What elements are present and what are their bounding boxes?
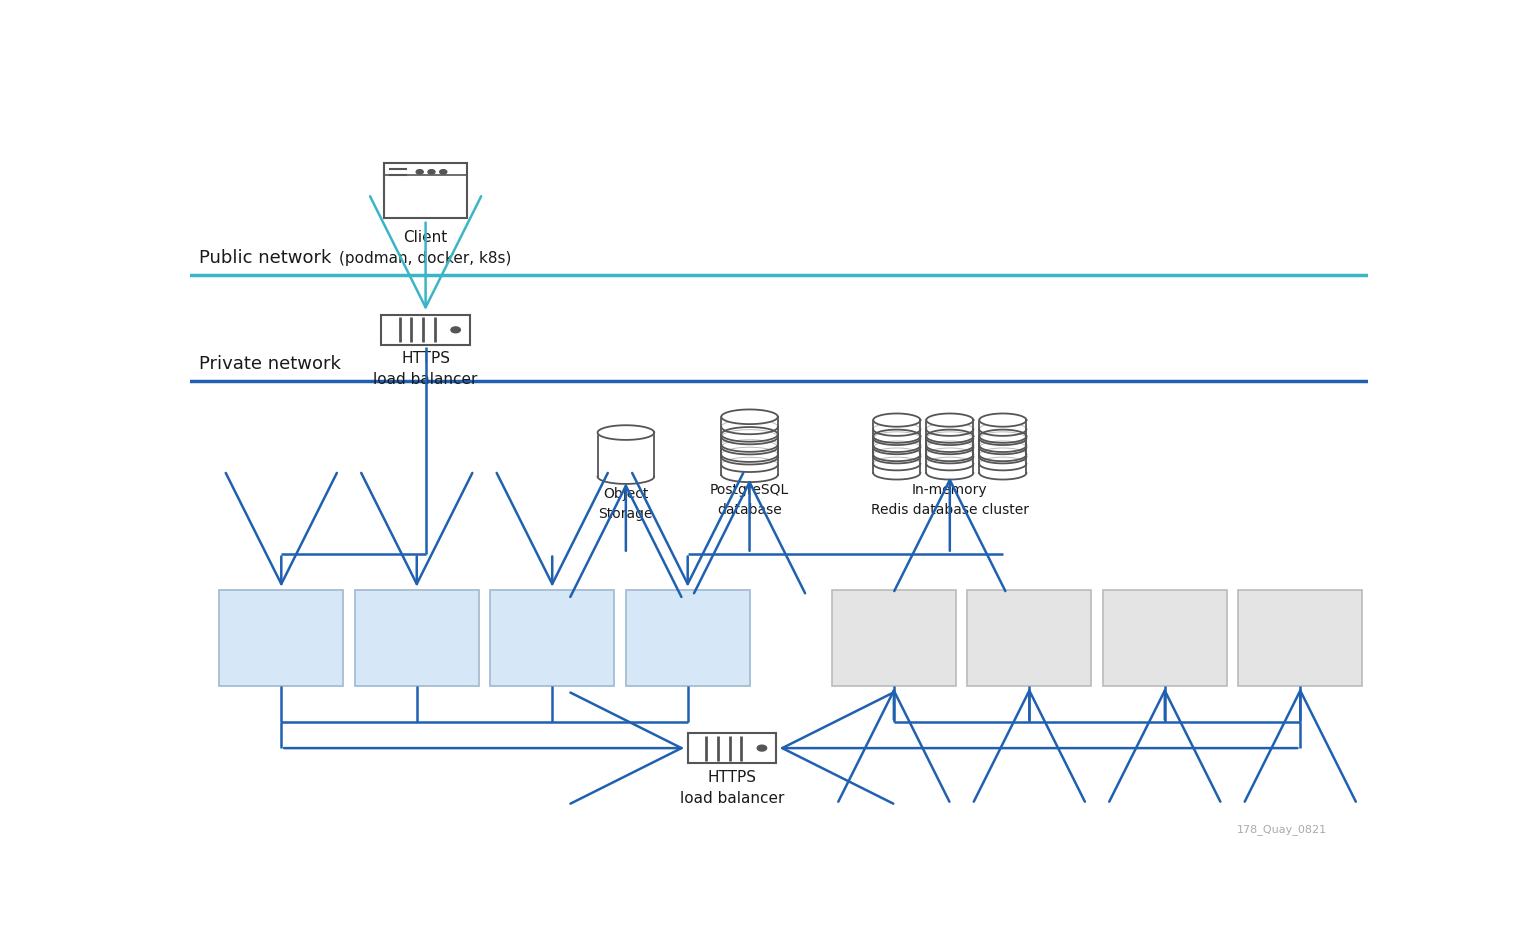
Polygon shape: [597, 477, 654, 485]
Text: Quay
instance 2: Quay instance 2: [378, 621, 454, 656]
Text: In-memory
Redis database cluster: In-memory Redis database cluster: [871, 483, 1029, 516]
Text: Private network: Private network: [199, 355, 342, 373]
Polygon shape: [722, 427, 778, 443]
Text: Quay
instance N: Quay instance N: [649, 621, 727, 656]
Text: HTTPS
load balancer: HTTPS load balancer: [374, 351, 477, 387]
Polygon shape: [597, 433, 654, 477]
FancyBboxPatch shape: [831, 590, 956, 686]
Text: Quay
instance 1: Quay instance 1: [243, 621, 319, 656]
Polygon shape: [979, 457, 1026, 464]
Text: Clair
instance 3: Clair instance 3: [1126, 621, 1202, 656]
FancyBboxPatch shape: [1239, 590, 1362, 686]
Polygon shape: [872, 437, 921, 473]
Polygon shape: [926, 430, 973, 444]
Polygon shape: [926, 421, 973, 457]
Polygon shape: [874, 414, 921, 427]
Polygon shape: [872, 473, 921, 480]
Text: Public network: Public network: [199, 248, 331, 267]
Polygon shape: [722, 435, 778, 475]
FancyBboxPatch shape: [219, 590, 344, 686]
Polygon shape: [872, 421, 921, 457]
Polygon shape: [722, 475, 778, 483]
Polygon shape: [926, 414, 973, 427]
Text: HTTPS
load balancer: HTTPS load balancer: [679, 769, 784, 804]
FancyBboxPatch shape: [491, 590, 614, 686]
Polygon shape: [979, 430, 1026, 444]
Text: 178_Quay_0821: 178_Quay_0821: [1237, 823, 1327, 834]
Polygon shape: [926, 457, 973, 464]
Polygon shape: [979, 437, 1026, 473]
Circle shape: [439, 170, 447, 175]
Circle shape: [451, 327, 461, 333]
FancyBboxPatch shape: [967, 590, 1091, 686]
FancyBboxPatch shape: [356, 590, 479, 686]
Polygon shape: [722, 410, 778, 425]
FancyBboxPatch shape: [626, 590, 749, 686]
Text: Client
(podman, docker, k8s): Client (podman, docker, k8s): [339, 229, 512, 266]
FancyBboxPatch shape: [1104, 590, 1227, 686]
Circle shape: [757, 745, 766, 751]
Circle shape: [429, 170, 435, 175]
Text: Quay
instance 3: Quay instance 3: [514, 621, 590, 656]
FancyBboxPatch shape: [385, 164, 467, 219]
Text: Clair
instance 2: Clair instance 2: [991, 621, 1067, 656]
Text: Clair
instance N: Clair instance N: [1262, 621, 1339, 656]
Text: PostgreSQL
database: PostgreSQL database: [710, 483, 789, 516]
Text: Object
Storage: Object Storage: [599, 486, 654, 520]
Polygon shape: [872, 457, 921, 464]
Polygon shape: [979, 473, 1026, 480]
FancyBboxPatch shape: [687, 734, 777, 763]
Polygon shape: [926, 473, 973, 480]
Polygon shape: [722, 458, 778, 465]
Polygon shape: [597, 426, 654, 441]
Circle shape: [416, 170, 423, 175]
Polygon shape: [979, 414, 1026, 427]
FancyBboxPatch shape: [382, 316, 470, 346]
Polygon shape: [979, 421, 1026, 457]
Polygon shape: [926, 437, 973, 473]
Polygon shape: [722, 417, 778, 458]
Text: Clair
instance 1: Clair instance 1: [856, 621, 932, 656]
Polygon shape: [874, 430, 921, 444]
